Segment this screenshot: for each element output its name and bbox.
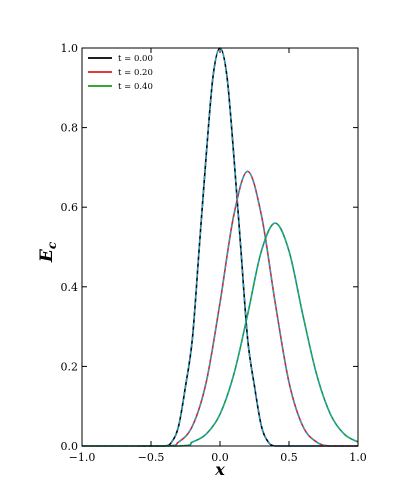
- legend-label-2: t = 0.40: [118, 82, 153, 92]
- y-tick-label-0: 0.0: [61, 440, 79, 453]
- x-axis-label: x: [214, 460, 225, 479]
- y-axis-label-main: E: [37, 248, 57, 263]
- y-tick-label-4: 0.8: [61, 122, 79, 135]
- series-reference-dashed-line-0: [137, 47, 358, 447]
- y-tick-label-1: 0.2: [61, 360, 79, 373]
- y-axis-label-subscript: c: [45, 241, 59, 249]
- svg-text:Ec: Ec: [37, 241, 59, 263]
- y-tick-label-5: 1.0: [61, 42, 79, 55]
- y-tick-label-3: 0.6: [61, 201, 79, 214]
- series-reference-dashed-line-2: [81, 222, 359, 447]
- x-tick-label-1: −0.5: [138, 451, 165, 464]
- legend-label-1: t = 0.20: [118, 68, 153, 78]
- y-tick-label-2: 0.4: [61, 281, 79, 294]
- x-tick-label-3: 0.5: [280, 451, 298, 464]
- x-tick-label-2: 0.0: [211, 451, 229, 464]
- legend: t = 0.00 t = 0.20 t = 0.40: [88, 54, 153, 92]
- x-tick-label-0: −1.0: [69, 451, 96, 464]
- curves-layer: [81, 47, 359, 447]
- series-reference-dashed-line-1: [81, 170, 358, 447]
- legend-label-0: t = 0.00: [118, 54, 153, 64]
- ticks-layer: −1.0 −0.5 0.0 0.5 1.0 0.0 0.2 0.4 0.6 0.8 1.0: [61, 42, 367, 464]
- plot-area: [82, 48, 358, 446]
- x-tick-label-4: 1.0: [349, 451, 367, 464]
- y-axis-label: Ec: [37, 241, 59, 263]
